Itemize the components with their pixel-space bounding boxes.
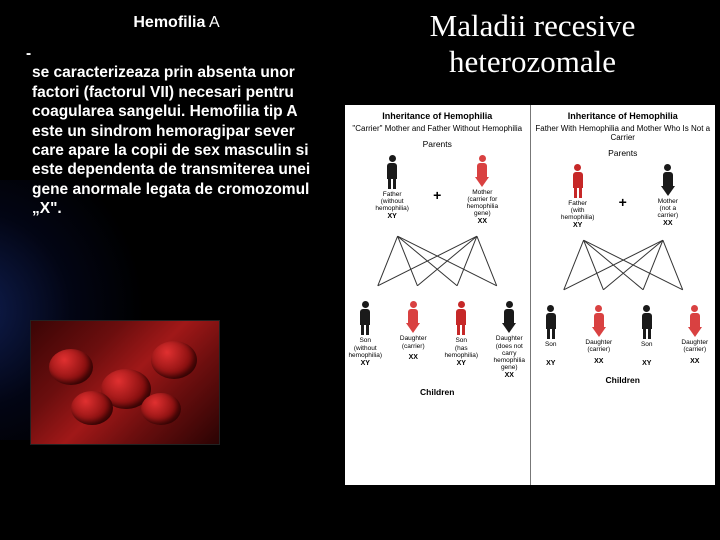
child-genotype: XY — [642, 359, 651, 367]
children-label: Children — [345, 383, 530, 397]
child-label: Daughter(carrier) — [400, 333, 427, 353]
child-genotype: XX — [409, 353, 418, 361]
child-genotype: XY — [546, 359, 555, 367]
diagram-affected-father: Inheritance of Hemophilia Father With He… — [531, 105, 716, 485]
child-genotype: XX — [690, 357, 699, 365]
title-suffix: A — [205, 14, 219, 31]
child-figure: Daughter(carrier)XX — [393, 301, 433, 361]
female-icon — [688, 305, 702, 337]
child-figure: Son(without hemophilia)XY — [345, 301, 385, 366]
mother-figure: Mother(not a carrier) XX — [649, 164, 687, 227]
child-figure: Daughter(does not carry hemophilia gene)… — [489, 301, 529, 379]
plus-icon: + — [433, 177, 441, 203]
left-title: Hemofilia A — [18, 10, 335, 44]
mother-genotype: XX — [663, 219, 672, 227]
children-label: Children — [531, 371, 716, 385]
diagram-title: Inheritance of Hemophilia — [345, 105, 530, 124]
mother-figure: Mother(carrier for hemophilia gene) XX — [463, 155, 501, 226]
mother-label: Mother(not a carrier) — [649, 196, 687, 219]
right-title-line2: heterozomale — [345, 44, 720, 80]
male-icon — [571, 164, 585, 198]
left-column: Hemofilia A - se caracterizeaza prin abs… — [0, 0, 345, 540]
male-icon — [640, 305, 654, 339]
child-figure: Daughter(carrier)XX — [675, 305, 715, 365]
inheritance-diagrams: Inheritance of Hemophilia "Carrier" Moth… — [345, 105, 715, 485]
father-genotype: XY — [573, 221, 582, 229]
male-icon — [385, 155, 399, 189]
cross-lines — [353, 231, 522, 293]
title-main: Hemofilia — [133, 14, 205, 31]
plus-icon: + — [619, 184, 627, 210]
parents-label: Parents — [345, 137, 530, 151]
cross-lines — [539, 235, 708, 297]
child-label: Son(has hemophilia) — [441, 335, 481, 358]
male-icon — [454, 301, 468, 335]
child-label: Daughter(carrier) — [681, 337, 708, 357]
female-icon — [475, 155, 489, 187]
child-label: Son — [545, 339, 557, 359]
mother-genotype: XX — [478, 217, 487, 225]
female-icon — [502, 301, 516, 333]
child-genotype: XY — [457, 359, 466, 367]
body-paragraph: se caracterizeaza prin absenta unor fact… — [26, 63, 326, 218]
diagram-subtitle: Father With Hemophilia and Mother Who Is… — [531, 124, 716, 146]
father-figure: Father(without hemophilia) XY — [373, 155, 411, 220]
child-figure: Daughter(carrier)XX — [579, 305, 619, 365]
child-label: Daughter(does not carry hemophilia gene) — [489, 333, 529, 371]
children-row-right: SonXYDaughter(carrier)XXSonXYDaughter(ca… — [531, 299, 716, 371]
mother-label: Mother(carrier for hemophilia gene) — [463, 187, 501, 218]
right-title: Maladii recesive heterozomale — [345, 0, 720, 86]
father-figure: Father(with hemophilia) XY — [559, 164, 597, 229]
female-icon — [661, 164, 675, 196]
father-label: Father(without hemophilia) — [373, 189, 411, 212]
child-label: Son — [641, 339, 653, 359]
child-figure: SonXY — [627, 305, 667, 367]
child-figure: Son(has hemophilia)XY — [441, 301, 481, 366]
diagram-subtitle: "Carrier" Mother and Father Without Hemo… — [345, 124, 530, 137]
female-icon — [406, 301, 420, 333]
parents-row: Father(with hemophilia) XY + Mother(not … — [531, 160, 716, 233]
male-icon — [544, 305, 558, 339]
child-genotype: XX — [505, 371, 514, 379]
bullet: - — [26, 44, 31, 63]
child-label: Son(without hemophilia) — [345, 335, 385, 358]
male-icon — [358, 301, 372, 335]
child-genotype: XX — [594, 357, 603, 365]
diagram-carrier-mother: Inheritance of Hemophilia "Carrier" Moth… — [345, 105, 531, 485]
diagram-title: Inheritance of Hemophilia — [531, 105, 716, 124]
child-label: Daughter(carrier) — [585, 337, 612, 357]
child-figure: SonXY — [531, 305, 571, 367]
children-row-left: Son(without hemophilia)XYDaughter(carrie… — [345, 295, 530, 383]
father-genotype: XY — [387, 212, 396, 220]
blood-cells-image — [30, 320, 220, 445]
body-text: - se caracterizeaza prin absenta unor fa… — [18, 44, 335, 218]
right-title-line1: Maladii recesive — [345, 8, 720, 44]
father-label: Father(with hemophilia) — [559, 198, 597, 221]
female-icon — [592, 305, 606, 337]
child-genotype: XY — [361, 359, 370, 367]
parents-row: Father(without hemophilia) XY + Mother(c… — [345, 151, 530, 230]
parents-label: Parents — [531, 146, 716, 160]
